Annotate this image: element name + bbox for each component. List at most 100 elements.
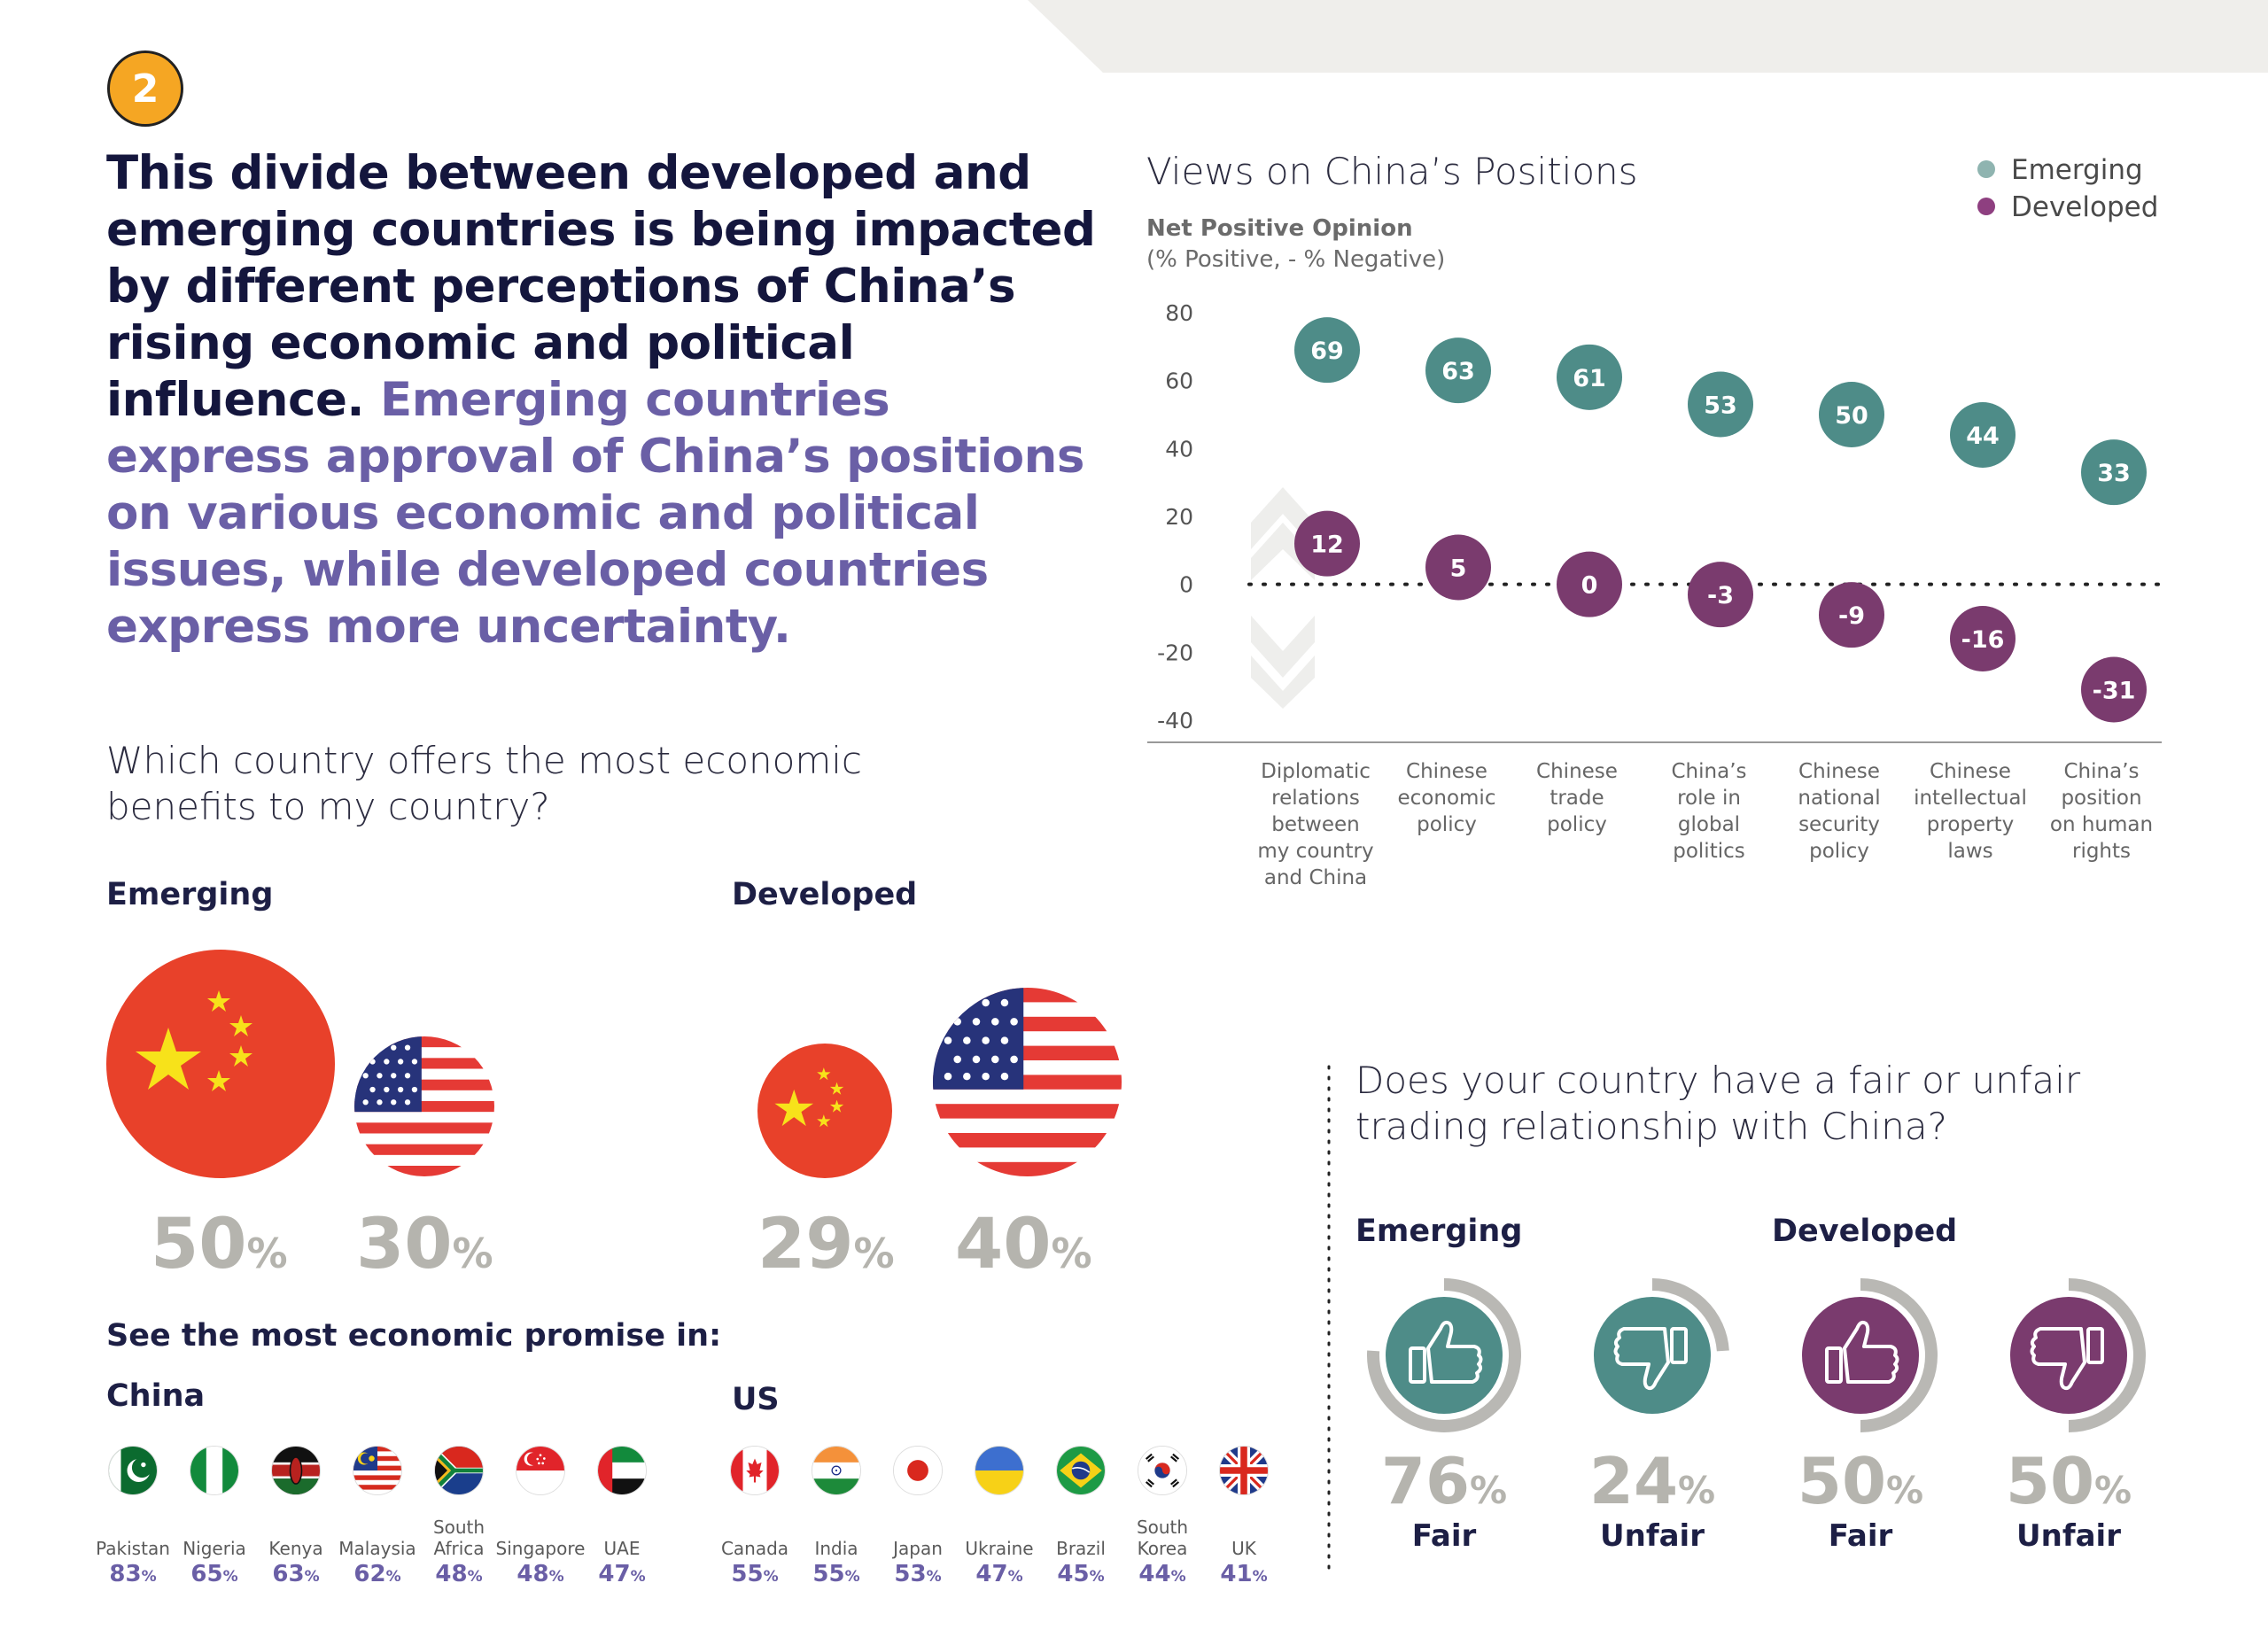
country-name: UK	[1231, 1538, 1256, 1559]
country-value: 47%	[598, 1561, 646, 1587]
country-item: South Korea 44%	[1122, 1446, 1203, 1587]
headline-dark: This divide between developed and emergi…	[106, 146, 1096, 427]
y-tick-label: 40	[1165, 436, 1193, 462]
point-value-label: 53	[1704, 392, 1737, 420]
gauge-circle	[2010, 1297, 2127, 1414]
chart-title: Views on China’s Positions	[1146, 150, 1638, 193]
point-value-label: 69	[1310, 338, 1344, 365]
country-value: 65%	[190, 1561, 238, 1587]
country-value: 55%	[731, 1561, 779, 1587]
gauge-arc	[2068, 1278, 2146, 1432]
chart-legend: Emerging Developed	[1977, 154, 2158, 223]
section-number-badge: 2	[107, 50, 183, 127]
point-value-label: 44	[1966, 423, 2000, 450]
country-value: 83%	[109, 1561, 157, 1587]
category-label: Diplomatic relations between my country and …	[1257, 760, 1373, 889]
emerging-point	[1557, 344, 1622, 410]
country-value: 44%	[1138, 1561, 1186, 1587]
point-value-label: -9	[1838, 602, 1865, 630]
country-name: Singapore	[495, 1538, 586, 1559]
uae-flag-icon	[597, 1446, 647, 1495]
y-tick-label: 80	[1165, 300, 1193, 326]
country-value: 45%	[1057, 1561, 1105, 1587]
trade-gauge	[1802, 1278, 1938, 1432]
point-value-label: 12	[1310, 532, 1344, 559]
country-item: UK 41%	[1203, 1446, 1285, 1587]
country-value: 53%	[894, 1561, 942, 1587]
country-value: 48%	[435, 1561, 483, 1587]
gauge-arc	[1860, 1278, 1938, 1432]
canada-flag-icon	[730, 1446, 780, 1495]
south-korea-flag-icon	[1138, 1446, 1187, 1495]
point-value-label: 61	[1573, 365, 1606, 392]
emerging-china-pct: 50%	[151, 1205, 288, 1284]
developed-point	[1294, 510, 1360, 577]
y-tick-label: 20	[1165, 504, 1193, 530]
headline-purple: Emerging countries express approval of C…	[106, 373, 1084, 654]
brazil-flag-icon	[1056, 1446, 1106, 1495]
thumbs-up-icon	[1825, 1320, 1899, 1384]
country-name: Brazil	[1056, 1538, 1106, 1559]
gauge-circle	[1386, 1297, 1503, 1414]
country-name: India	[814, 1538, 858, 1559]
positions-chart: Views on China’s Positions Net Positive …	[1146, 150, 2163, 889]
singapore-flag-icon	[516, 1446, 565, 1495]
developed-us-pct: 40%	[955, 1205, 1092, 1284]
x-axis-categories: Diplomatic relations between my country and …	[1257, 760, 2153, 889]
benefits-question: Which country offers the most economic b…	[106, 739, 863, 828]
y-tick-label: -20	[1157, 640, 1193, 665]
country-name: Japan	[893, 1538, 943, 1559]
us-group-label: US	[732, 1382, 780, 1417]
pct-symbol: %	[452, 1230, 493, 1277]
thumbs-down-icon	[1613, 1327, 1688, 1391]
y-tick-label: 60	[1165, 369, 1193, 394]
trade-emerging-label: Emerging	[1355, 1214, 1523, 1249]
emerging-label: Emerging	[106, 877, 274, 912]
point-value-label: 33	[2097, 460, 2131, 487]
country-value: 48%	[517, 1561, 564, 1587]
country-value: 47%	[975, 1561, 1023, 1587]
trade-item: 50% Unfair	[1989, 1276, 2148, 1554]
category-label: Chinese economic policy	[1398, 760, 1496, 836]
headline: This divide between developed and emergi…	[106, 145, 1099, 656]
trade-item: 24% Unfair	[1573, 1276, 1732, 1554]
gauge-circle	[1802, 1297, 1919, 1414]
country-value: 63%	[272, 1561, 320, 1587]
country-name: Nigeria	[183, 1538, 246, 1559]
point-value-label: 5	[1450, 555, 1467, 583]
country-value: 55%	[812, 1561, 860, 1587]
country-value: 62%	[353, 1561, 401, 1587]
country-item: Kenya 63%	[255, 1446, 337, 1587]
developed-point	[2081, 656, 2147, 723]
trade-question: Does your country have a fair or unfair …	[1355, 1059, 2081, 1148]
japan-flag-icon	[893, 1446, 943, 1495]
country-name: South Africa	[432, 1517, 485, 1559]
country-name: Kenya	[268, 1538, 323, 1559]
emerging-point	[2081, 439, 2147, 506]
pakistan-flag-icon	[108, 1446, 158, 1495]
category-label: Chinese trade policy	[1536, 760, 1618, 836]
country-item: Japan 53%	[877, 1446, 959, 1587]
section-divider	[1327, 1065, 1331, 1575]
developed-point	[1557, 551, 1622, 617]
point-value-label: -3	[1707, 582, 1734, 609]
category-label: Chinese national security policy	[1798, 760, 1880, 863]
emerging-point	[1688, 371, 1753, 438]
point-value-label: -16	[1961, 626, 2005, 654]
trade-item: 50% Fair	[1781, 1276, 1940, 1554]
trade-gauge	[1594, 1278, 1729, 1414]
y-axis-ticks: 80 60 40 20 0 -20 -40	[1157, 300, 1193, 733]
pct-symbol: %	[246, 1230, 288, 1277]
emerging-point	[1819, 382, 1884, 447]
chart-ylabel: Net Positive Opinion	[1146, 215, 1413, 242]
trade-gauge	[2010, 1278, 2146, 1432]
country-item: India 55%	[796, 1446, 877, 1587]
country-item: Nigeria 65%	[174, 1446, 255, 1587]
developed-point	[1688, 562, 1753, 628]
country-name: Malaysia	[338, 1538, 416, 1559]
chart-ylabel-sub: (% Positive, - % Negative)	[1146, 246, 1445, 273]
corner-decoration	[1028, 0, 2268, 73]
developed-point	[1950, 606, 2016, 671]
trade-pct: 50%	[1797, 1444, 1924, 1518]
pct-symbol: %	[1051, 1230, 1092, 1277]
